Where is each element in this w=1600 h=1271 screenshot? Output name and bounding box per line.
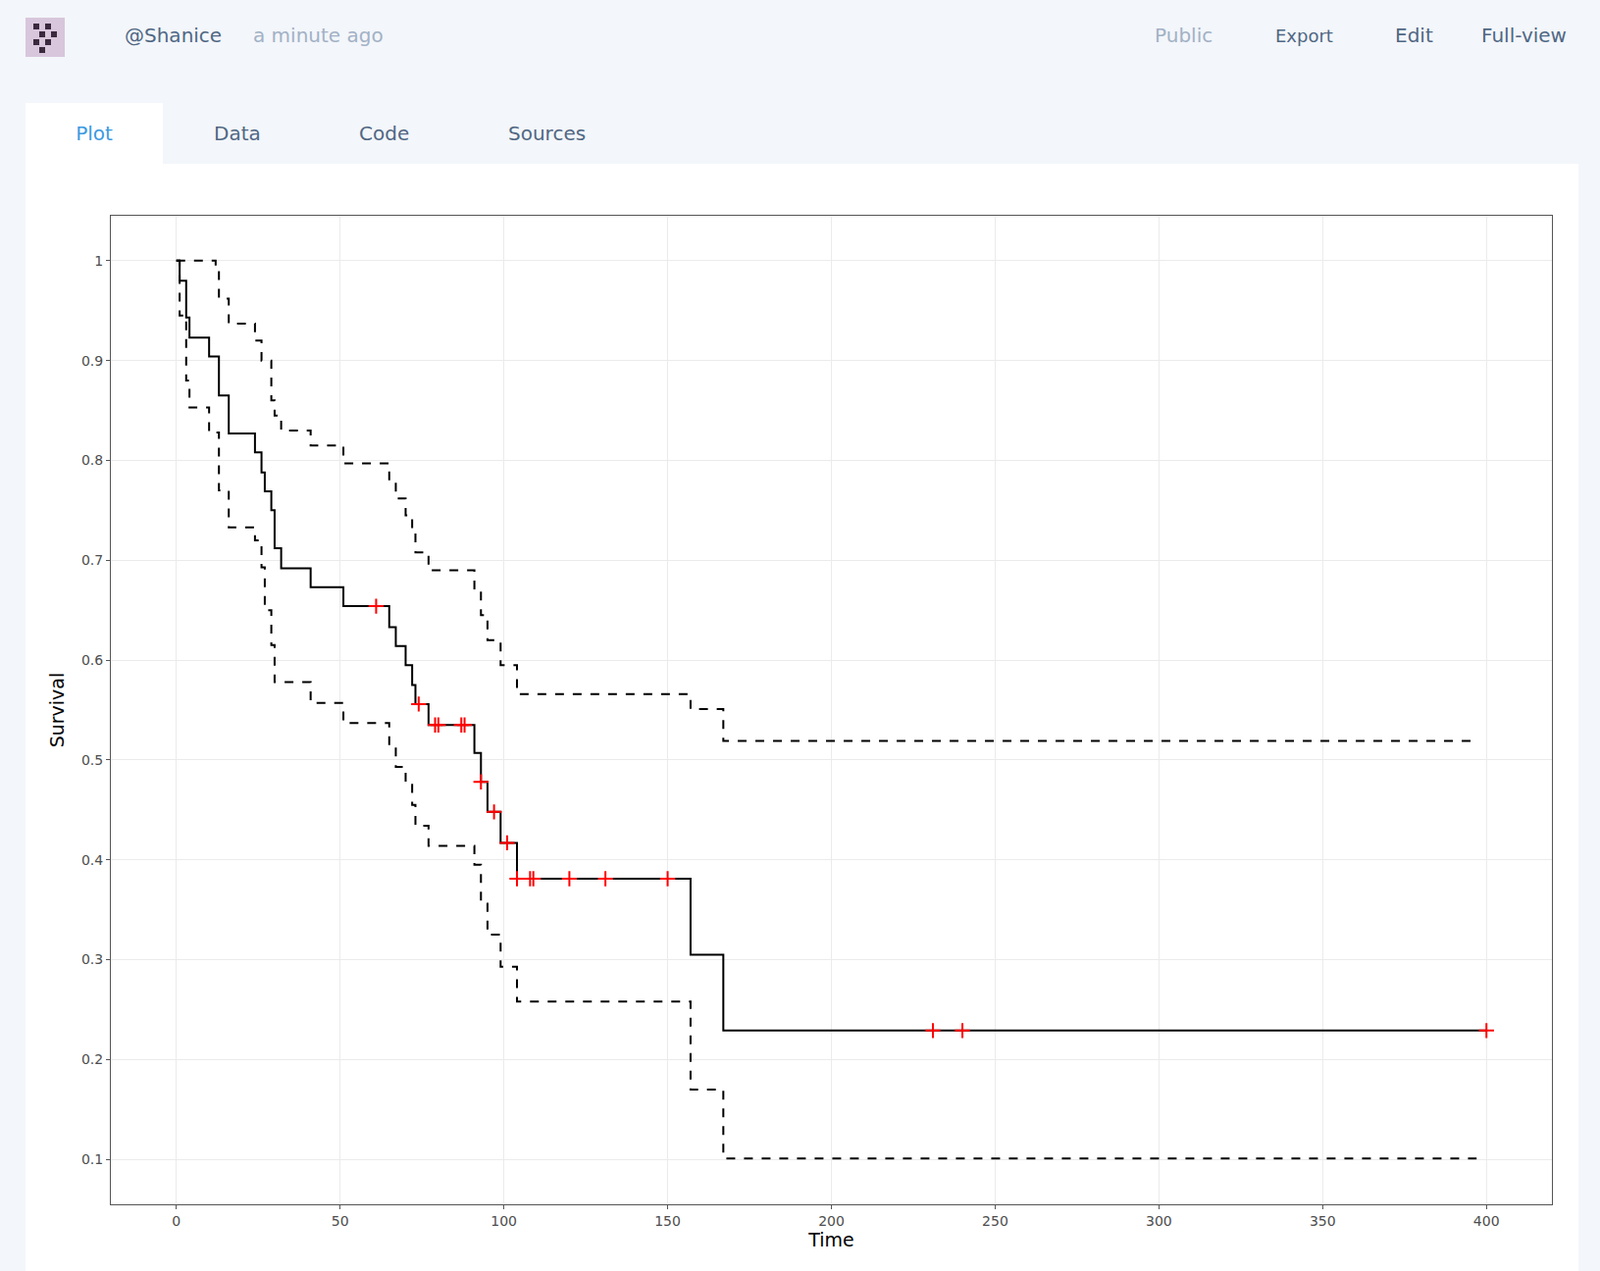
- svg-text:0.4: 0.4: [81, 852, 104, 869]
- svg-text:0.1: 0.1: [81, 1151, 104, 1168]
- svg-text:0.7: 0.7: [81, 552, 104, 568]
- svg-text:0: 0: [171, 1213, 181, 1230]
- html-text:Sources: Sources: [508, 121, 586, 146]
- svg-text:250: 250: [981, 1213, 1009, 1230]
- svg-text:0.8: 0.8: [81, 452, 104, 468]
- html-text:Full-view: Full-view: [1481, 23, 1567, 48]
- svg-text:200: 200: [818, 1213, 845, 1230]
- html-text:Plot: Plot: [75, 121, 113, 146]
- html-text:Export: Export: [1275, 25, 1334, 47]
- html-text:Code: Code: [359, 121, 410, 146]
- svg-text:400: 400: [1473, 1213, 1500, 1230]
- html-text:Public: Public: [1154, 23, 1213, 48]
- svg-text:50: 50: [331, 1213, 350, 1230]
- svg-text:0.3: 0.3: [81, 951, 104, 968]
- svg-text:300: 300: [1145, 1213, 1173, 1230]
- html-text:a minute ago: a minute ago: [253, 23, 384, 48]
- html-text:Edit: Edit: [1394, 23, 1433, 48]
- svg-text:100: 100: [490, 1213, 517, 1230]
- svg-text:350: 350: [1309, 1213, 1337, 1230]
- svg-text:0.9: 0.9: [81, 353, 104, 369]
- html-text:Data: Data: [213, 121, 261, 146]
- html-text:@Shanice: @Shanice: [124, 23, 222, 48]
- svg-text:0.6: 0.6: [81, 652, 104, 669]
- svg-text:1: 1: [94, 253, 104, 269]
- svg-text:150: 150: [654, 1213, 681, 1230]
- svg-text:Time: Time: [807, 1229, 855, 1251]
- svg-text:0.2: 0.2: [81, 1051, 104, 1068]
- svg-text:0.5: 0.5: [81, 752, 104, 769]
- svg-text:Survival: Survival: [46, 672, 68, 749]
